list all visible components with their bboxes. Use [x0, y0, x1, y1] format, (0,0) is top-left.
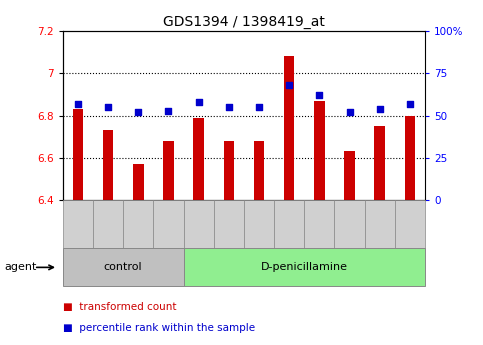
- Point: [285, 82, 293, 88]
- Point: [376, 106, 384, 111]
- Text: agent: agent: [5, 263, 37, 272]
- Bar: [344, 151, 355, 200]
- Bar: [163, 141, 174, 200]
- Text: control: control: [104, 263, 142, 272]
- Bar: [103, 130, 114, 200]
- Point: [225, 104, 233, 110]
- Point: [406, 101, 414, 107]
- Bar: [72, 109, 83, 200]
- Bar: [314, 101, 325, 200]
- Bar: [374, 126, 385, 200]
- Text: D-penicillamine: D-penicillamine: [261, 263, 348, 272]
- Title: GDS1394 / 1398419_at: GDS1394 / 1398419_at: [163, 14, 325, 29]
- Point: [104, 104, 112, 110]
- Point: [74, 101, 82, 107]
- Point: [195, 99, 202, 105]
- Bar: [224, 141, 234, 200]
- Point: [315, 92, 323, 98]
- Text: ■  transformed count: ■ transformed count: [63, 302, 176, 312]
- Point: [134, 109, 142, 115]
- Bar: [405, 116, 415, 200]
- Bar: [193, 118, 204, 200]
- Point: [255, 104, 263, 110]
- Bar: [133, 164, 143, 200]
- Bar: [284, 56, 295, 200]
- Point: [165, 108, 172, 113]
- Bar: [254, 141, 264, 200]
- Text: ■  percentile rank within the sample: ■ percentile rank within the sample: [63, 323, 255, 333]
- Point: [346, 109, 354, 115]
